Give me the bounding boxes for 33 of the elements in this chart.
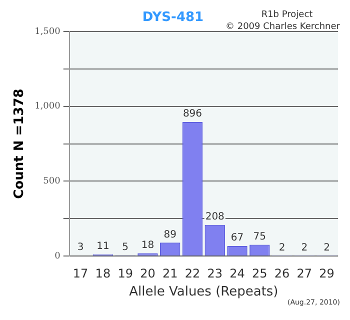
y-tick-label: 1,500 — [34, 26, 61, 37]
x-tick-label: 23 — [207, 266, 223, 280]
x-tick-label: 22 — [184, 266, 200, 280]
x-axis-title: Allele Values (Repeats) — [129, 284, 278, 300]
data-label: 2 — [301, 242, 308, 254]
data-label: 2 — [324, 242, 330, 254]
y-tick-label: 0 — [54, 251, 61, 262]
annotation: © 2009 Charles Kerchner — [225, 22, 340, 32]
x-tick-label: 17 — [72, 266, 88, 280]
y-tick-label: 500 — [43, 176, 61, 187]
data-label: 67 — [230, 232, 244, 244]
data-label: 5 — [122, 242, 129, 253]
text: R1b Project — [261, 10, 314, 20]
y-axis-title: Count N =1378 — [12, 88, 28, 199]
data-label: 11 — [96, 240, 110, 252]
data-label: 208 — [205, 211, 224, 222]
data-label: 896 — [182, 108, 202, 120]
x-tick-label: 18 — [95, 266, 111, 280]
data-label: 18 — [141, 240, 154, 251]
x-tick-label: 27 — [296, 266, 312, 280]
data-label: 2 — [278, 242, 286, 254]
x-tick-label: 24 — [230, 266, 245, 280]
x-tick-label: 25 — [252, 266, 268, 280]
chart-title: DYS-481 — [142, 10, 204, 26]
x-tick-label: 20 — [140, 266, 156, 280]
x-tick-label: 19 — [118, 266, 133, 280]
data-label: 3 — [77, 242, 84, 254]
y-tick-label: 1,000 — [34, 102, 61, 112]
data-label: 75 — [253, 231, 266, 242]
x-tick-label: 29 — [319, 266, 334, 280]
x-tick-label: 26 — [274, 266, 290, 280]
data-label: 89 — [164, 229, 176, 240]
x-tick-label: 21 — [162, 266, 178, 280]
